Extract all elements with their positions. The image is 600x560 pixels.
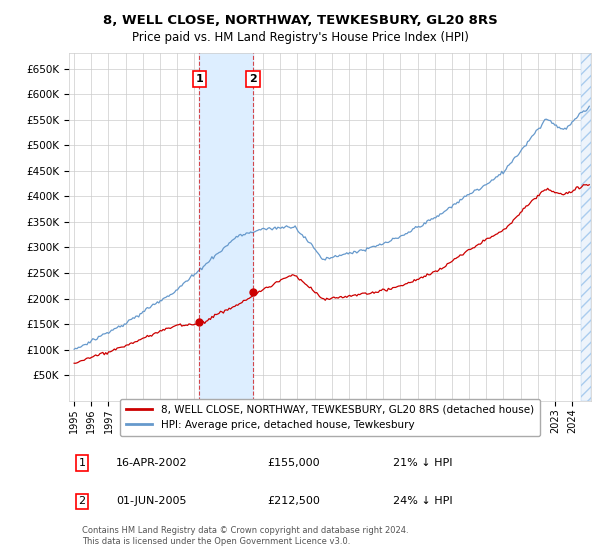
Text: 01-JUN-2005: 01-JUN-2005 xyxy=(116,497,187,506)
Text: 24% ↓ HPI: 24% ↓ HPI xyxy=(392,497,452,506)
Text: 2: 2 xyxy=(249,74,257,84)
Legend: 8, WELL CLOSE, NORTHWAY, TEWKESBURY, GL20 8RS (detached house), HPI: Average pri: 8, WELL CLOSE, NORTHWAY, TEWKESBURY, GL2… xyxy=(120,399,540,436)
Text: £212,500: £212,500 xyxy=(268,497,320,506)
Text: 2: 2 xyxy=(79,497,86,506)
Text: 21% ↓ HPI: 21% ↓ HPI xyxy=(392,458,452,468)
Text: 16-APR-2002: 16-APR-2002 xyxy=(116,458,188,468)
Bar xyxy=(199,53,253,401)
Text: Contains HM Land Registry data © Crown copyright and database right 2024.
This d: Contains HM Land Registry data © Crown c… xyxy=(82,526,409,546)
Text: 1: 1 xyxy=(79,458,86,468)
Text: £155,000: £155,000 xyxy=(268,458,320,468)
Text: 1: 1 xyxy=(196,74,203,84)
Bar xyxy=(581,53,591,401)
Text: 8, WELL CLOSE, NORTHWAY, TEWKESBURY, GL20 8RS: 8, WELL CLOSE, NORTHWAY, TEWKESBURY, GL2… xyxy=(103,14,497,27)
Text: Price paid vs. HM Land Registry's House Price Index (HPI): Price paid vs. HM Land Registry's House … xyxy=(131,31,469,44)
